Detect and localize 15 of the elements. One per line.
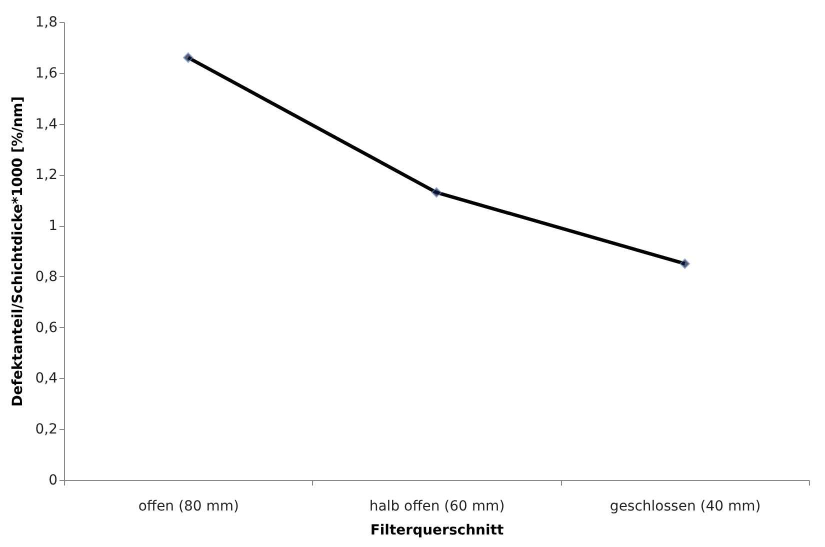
x-tick-label: halb offen (60 mm) (369, 498, 505, 514)
y-tick-label: 0,6 (35, 320, 58, 336)
y-tick-label: 1,2 (35, 167, 58, 184)
y-tick-label: 0,4 (35, 370, 58, 387)
x-tick-label: geschlossen (40 mm) (610, 498, 761, 514)
y-tick-label: 1,4 (35, 116, 58, 132)
y-tick-label: 1 (48, 218, 58, 234)
y-tick-label: 0,2 (35, 422, 58, 438)
x-tick-label: offen (80 mm) (138, 498, 239, 514)
y-tick-label: 0 (48, 472, 58, 488)
y-axis-title: Defektanteil/Schichtdicke*1000 [%/nm] (10, 96, 26, 407)
y-tick-label: 1,8 (35, 14, 58, 30)
x-axis-title: Filterquerschnitt (370, 522, 504, 538)
y-tick-label: 1,6 (35, 65, 58, 82)
y-tick-label: 0,8 (35, 268, 58, 285)
